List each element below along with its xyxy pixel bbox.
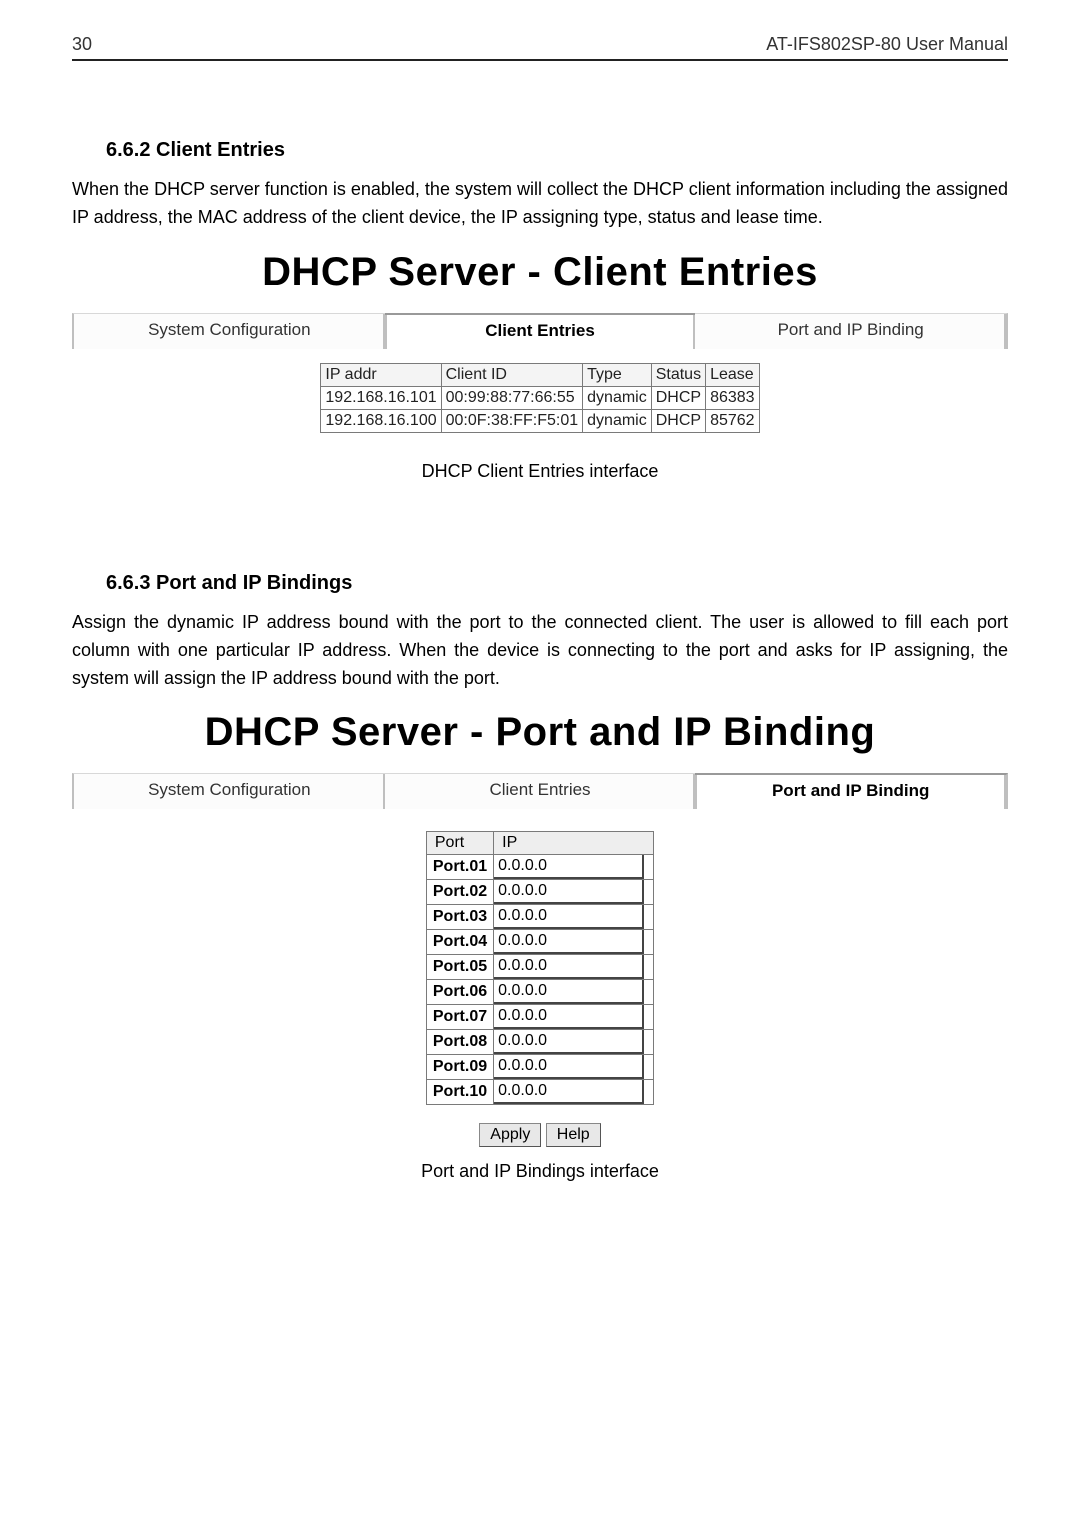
table-row: Port.04: [426, 930, 653, 955]
cell: 85762: [706, 409, 760, 432]
table-row: Port.06: [426, 980, 653, 1005]
tab-system-configuration[interactable]: System Configuration: [72, 773, 385, 809]
ip-input-port-06[interactable]: [494, 980, 644, 1004]
ip-input-port-09[interactable]: [494, 1055, 644, 1079]
ip-input-port-10[interactable]: [494, 1080, 644, 1104]
help-button[interactable]: Help: [546, 1123, 601, 1147]
cell: 192.168.16.100: [321, 409, 441, 432]
table-row: 192.168.16.100 00:0F:38:FF:F5:01 dynamic…: [321, 409, 759, 432]
tab-port-ip-binding[interactable]: Port and IP Binding: [695, 773, 1008, 809]
button-row: Apply Help: [72, 1123, 1008, 1147]
cell: 00:0F:38:FF:F5:01: [441, 409, 583, 432]
panel-title-client-entries: DHCP Server - Client Entries: [72, 250, 1008, 295]
table-row: Port.08: [426, 1030, 653, 1055]
table-row: 192.168.16.101 00:99:88:77:66:55 dynamic…: [321, 386, 759, 409]
col-ip-addr: IP addr: [321, 363, 441, 386]
panel-title-port-ip-binding: DHCP Server - Port and IP Binding: [72, 710, 1008, 755]
cell: 86383: [706, 386, 760, 409]
col-status: Status: [651, 363, 705, 386]
port-label: Port.05: [426, 955, 493, 980]
manual-title: AT-IFS802SP-80 User Manual: [766, 34, 1008, 55]
ip-input-port-07[interactable]: [494, 1005, 644, 1029]
table-header-row: IP addr Client ID Type Status Lease: [321, 363, 759, 386]
port-label: Port.04: [426, 930, 493, 955]
cell: 192.168.16.101: [321, 386, 441, 409]
port-ip-table: Port IP Port.01 Port.02 Port.03 Port.04 …: [426, 831, 654, 1105]
page-number: 30: [72, 34, 92, 55]
section-heading-client-entries: 6.6.2 Client Entries: [106, 139, 1008, 162]
col-type: Type: [583, 363, 652, 386]
port-label: Port.10: [426, 1080, 493, 1105]
col-client-id: Client ID: [441, 363, 583, 386]
port-label: Port.07: [426, 1005, 493, 1030]
table-row: Port.01: [426, 855, 653, 880]
col-port: Port: [426, 832, 493, 855]
port-label: Port.09: [426, 1055, 493, 1080]
tab-system-configuration[interactable]: System Configuration: [72, 313, 385, 349]
port-ip-paragraph: Assign the dynamic IP address bound with…: [72, 609, 1008, 693]
port-label: Port.08: [426, 1030, 493, 1055]
cell: DHCP: [651, 409, 705, 432]
cell: dynamic: [583, 409, 652, 432]
ip-input-port-05[interactable]: [494, 955, 644, 979]
tab-client-entries[interactable]: Client Entries: [385, 313, 696, 349]
cell: dynamic: [583, 386, 652, 409]
col-lease: Lease: [706, 363, 760, 386]
port-label: Port.06: [426, 980, 493, 1005]
apply-button[interactable]: Apply: [479, 1123, 541, 1147]
cell: DHCP: [651, 386, 705, 409]
ip-input-port-08[interactable]: [494, 1030, 644, 1054]
ip-input-port-02[interactable]: [494, 880, 644, 904]
tab-port-ip-binding[interactable]: Port and IP Binding: [695, 313, 1008, 349]
client-entries-table: IP addr Client ID Type Status Lease 192.…: [320, 363, 759, 433]
tabbar-client-entries: System Configuration Client Entries Port…: [72, 313, 1008, 349]
ip-input-port-03[interactable]: [494, 905, 644, 929]
table-row: Port.09: [426, 1055, 653, 1080]
tab-client-entries[interactable]: Client Entries: [385, 773, 696, 809]
ip-input-port-01[interactable]: [494, 855, 644, 879]
port-ip-caption: Port and IP Bindings interface: [72, 1161, 1008, 1182]
tabbar-port-ip: System Configuration Client Entries Port…: [72, 773, 1008, 809]
client-entries-caption: DHCP Client Entries interface: [72, 461, 1008, 482]
table-row: Port.02: [426, 880, 653, 905]
table-header-row: Port IP: [426, 832, 653, 855]
ip-input-port-04[interactable]: [494, 930, 644, 954]
port-label: Port.01: [426, 855, 493, 880]
client-entries-paragraph: When the DHCP server function is enabled…: [72, 176, 1008, 232]
page-header: 30 AT-IFS802SP-80 User Manual: [72, 34, 1008, 61]
cell: 00:99:88:77:66:55: [441, 386, 583, 409]
table-row: Port.10: [426, 1080, 653, 1105]
col-ip: IP: [494, 832, 654, 855]
table-row: Port.07: [426, 1005, 653, 1030]
section-heading-port-ip-bindings: 6.6.3 Port and IP Bindings: [106, 572, 1008, 595]
port-label: Port.02: [426, 880, 493, 905]
table-row: Port.05: [426, 955, 653, 980]
port-label: Port.03: [426, 905, 493, 930]
table-row: Port.03: [426, 905, 653, 930]
